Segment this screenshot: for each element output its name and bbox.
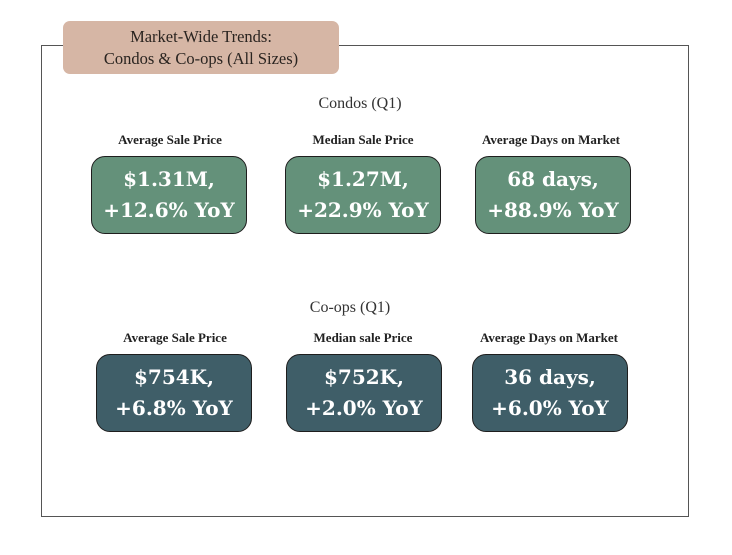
coops-section-title: Co-ops (Q1) — [309, 299, 391, 316]
coop-days-market-card: 36 days, +6.0% YoY — [472, 354, 628, 432]
coop-avg-price-value: $754K, — [133, 365, 214, 389]
condo-days-market-change: +88.9% YoY — [487, 198, 619, 222]
coop-days-market-label: Average Days on Market — [479, 330, 619, 345]
coop-median-price-value: $752K, — [323, 365, 404, 389]
page-title-line1: Market-Wide Trends: — [130, 26, 272, 46]
coop-days-market-value: 36 days, — [504, 365, 596, 389]
condos-section-title: Condos (Q1) — [318, 95, 402, 112]
condo-median-price-value: $1.27M, — [317, 167, 409, 191]
condo-avg-price-change: +12.6% YoY — [103, 198, 235, 222]
condo-avg-price-card: $1.31M, +12.6% YoY — [91, 156, 247, 234]
coop-median-price-change: +2.0% YoY — [305, 396, 423, 420]
condo-avg-price-label: Average Sale Price — [118, 132, 222, 147]
coop-avg-price-card: $754K, +6.8% YoY — [96, 354, 252, 432]
condo-median-price-change: +22.9% YoY — [297, 198, 429, 222]
condo-median-price-card: $1.27M, +22.9% YoY — [285, 156, 441, 234]
condo-days-market-value: 68 days, — [507, 167, 599, 191]
coop-avg-price-change: +6.8% YoY — [115, 396, 233, 420]
content-frame — [41, 45, 689, 517]
page-title: Market-Wide Trends: Condos & Co-ops (All… — [63, 21, 339, 74]
condo-days-market-label: Average Days on Market — [481, 132, 621, 147]
page-title-line2: Condos & Co-ops (All Sizes) — [103, 48, 299, 68]
coop-avg-price-label: Average Sale Price — [123, 330, 227, 345]
condo-days-market-card: 68 days, +88.9% YoY — [475, 156, 631, 234]
condo-avg-price-value: $1.31M, — [123, 167, 215, 191]
coop-median-price-card: $752K, +2.0% YoY — [286, 354, 442, 432]
coop-median-price-label: Median sale Price — [313, 330, 413, 345]
coop-days-market-change: +6.0% YoY — [491, 396, 609, 420]
condo-median-price-label: Median Sale Price — [312, 132, 414, 147]
